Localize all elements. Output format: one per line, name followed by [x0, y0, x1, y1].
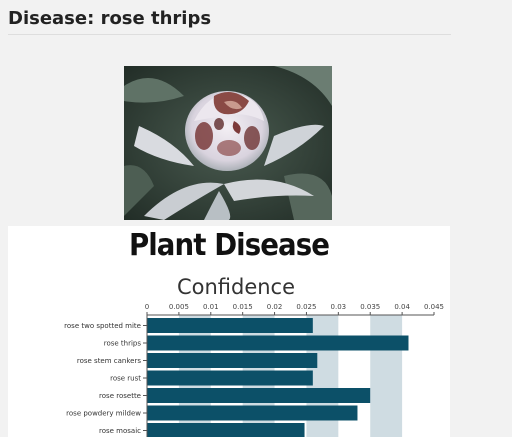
disease-photo — [124, 66, 332, 220]
category-label: rose rust — [110, 375, 141, 383]
x-tick-label: 0.04 — [394, 303, 410, 311]
bar — [147, 388, 371, 403]
title-divider — [8, 34, 451, 35]
rose-image — [124, 66, 332, 220]
x-tick-label: 0.035 — [360, 303, 380, 311]
bar — [147, 423, 305, 437]
category-label: rose thrips — [104, 340, 142, 348]
x-tick-label: 0.03 — [331, 303, 347, 311]
category-label: rose powdery mildew — [66, 410, 141, 418]
x-tick-label: 0.025 — [296, 303, 316, 311]
x-tick-label: 0.01 — [203, 303, 219, 311]
page-title: Disease: rose thrips — [8, 8, 212, 29]
x-tick-label: 0.015 — [233, 303, 253, 311]
category-label: rose rosette — [99, 392, 141, 400]
x-tick-label: 0 — [145, 303, 149, 311]
confidence-bar-chart: Confidence 0 0.005 0.01 0.015 0.02 0.025 0.03 0.… — [64, 275, 444, 437]
x-tick-label: 0.005 — [169, 303, 189, 311]
bar — [147, 370, 313, 386]
bar — [147, 335, 409, 351]
bar — [147, 405, 358, 421]
x-tick-label: 0.045 — [424, 303, 444, 311]
category-label: rose two spotted mite — [64, 322, 141, 330]
category-label: rose stem cankers — [77, 357, 141, 365]
grid-band — [370, 315, 403, 437]
category-label: rose mosaic — [99, 427, 141, 435]
chart-panel: Plant Disease Confidence 0 0.005 0.01 0.015 0… — [8, 226, 450, 437]
bar — [147, 318, 313, 333]
x-tick-label: 0.02 — [267, 303, 283, 311]
chart-title: Confidence — [177, 275, 295, 299]
bar — [147, 353, 318, 368]
chart-panel-heading: Plant Disease — [128, 228, 330, 263]
